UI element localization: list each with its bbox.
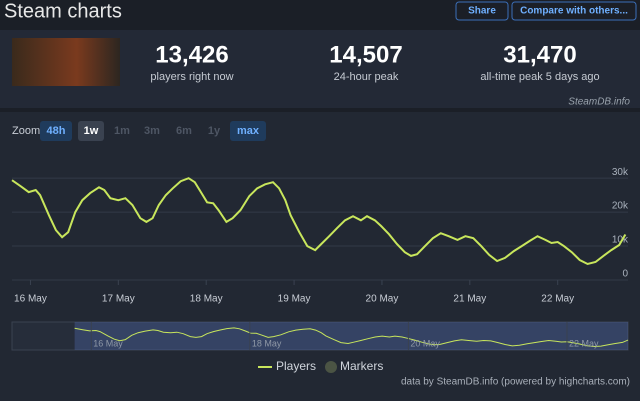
stat-label: 24-hour peak xyxy=(334,71,399,83)
share-button[interactable] xyxy=(455,1,509,21)
zoom-option[interactable]: 1y xyxy=(208,125,221,137)
x-tick-label: 19 May xyxy=(278,294,311,305)
stat-value: 31,470 xyxy=(503,41,576,68)
y-tick-label: 10k xyxy=(612,235,629,246)
credit: data by SteamDB.info (powered by highcha… xyxy=(401,377,630,388)
share-label[interactable]: Share xyxy=(468,6,496,17)
stat-label: players right now xyxy=(150,71,233,83)
navigator-tick-label: 22 May xyxy=(569,338,599,348)
x-tick-label: 21 May xyxy=(453,294,486,305)
x-tick-label: 22 May xyxy=(541,294,574,305)
x-tick-label: 17 May xyxy=(102,294,135,305)
zoom-button[interactable] xyxy=(40,121,72,141)
legend-label[interactable]: Markers xyxy=(340,359,383,373)
series-line xyxy=(11,177,627,266)
stat-label: all-time peak 5 days ago xyxy=(480,71,599,83)
x-tick-label: 16 May xyxy=(14,294,47,305)
zoom-button[interactable] xyxy=(78,121,104,141)
legend-swatch xyxy=(325,361,337,373)
navigator-selection[interactable] xyxy=(74,322,629,350)
zoom-button[interactable] xyxy=(230,121,266,141)
navigator-line xyxy=(74,327,629,348)
zoom-option[interactable]: 48h xyxy=(47,125,66,137)
zoom-option[interactable]: 1w xyxy=(84,125,99,137)
chart-panel xyxy=(0,112,640,401)
stat-value: 13,426 xyxy=(155,41,228,68)
x-tick-label: 20 May xyxy=(366,294,399,305)
zoom-option[interactable]: 1m xyxy=(114,125,130,137)
navigator-tick-label: 20 May xyxy=(410,338,440,348)
zoom-option[interactable]: 3m xyxy=(144,125,160,137)
legend-label[interactable]: Players xyxy=(276,359,316,373)
y-tick-label: 20k xyxy=(612,201,629,212)
game-thumbnail[interactable] xyxy=(12,38,120,86)
source: SteamDB.info xyxy=(568,97,630,108)
title: Steam charts xyxy=(4,0,122,22)
y-tick-label: 30k xyxy=(612,167,629,178)
zoom-label: Zoom xyxy=(12,125,40,137)
y-tick-label: 0 xyxy=(622,269,628,280)
zoom-option[interactable]: max xyxy=(237,125,260,137)
stat-value: 14,507 xyxy=(329,41,402,68)
x-tick-label: 18 May xyxy=(190,294,223,305)
navigator-tick-label: 18 May xyxy=(252,338,282,348)
navigator-tick-label: 16 May xyxy=(93,338,123,348)
compare-button[interactable] xyxy=(511,1,637,21)
navigator xyxy=(11,321,629,351)
zoom-option[interactable]: 6m xyxy=(176,125,192,137)
compare-label[interactable]: Compare with others... xyxy=(520,6,628,17)
